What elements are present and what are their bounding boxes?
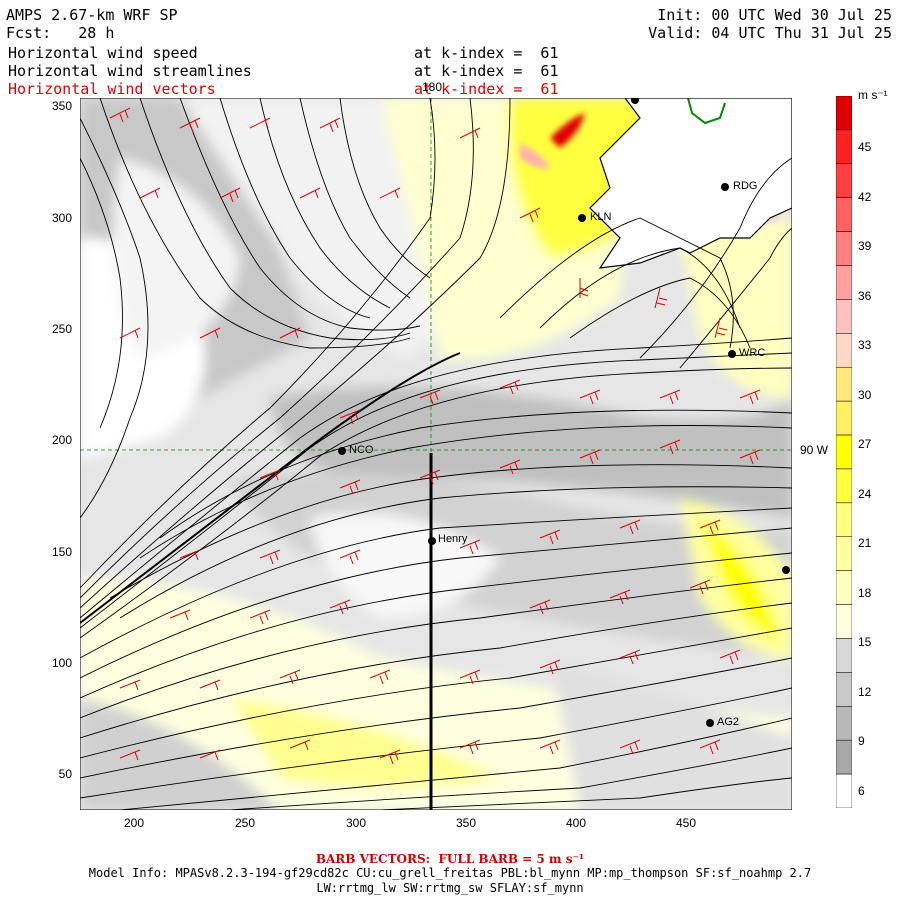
colorbar-tick: 33 [858,338,872,352]
colorbar-segment [836,502,852,538]
meridian-label: 180 [422,80,443,94]
streamlines [80,98,792,810]
colorbar-segment [836,570,852,605]
colorbar-tick: 39 [858,239,872,253]
station-label-rdg: RDG [733,180,758,192]
convergence-band [80,352,461,624]
colorbar-tick: 30 [858,387,872,402]
colorbar-segment [836,536,852,571]
parallel-label: 90 W [800,443,829,457]
colorbar-segment [836,400,852,436]
x-tick-350: 350 [455,816,477,830]
field-wind-speed-level: at k-index = 61 [414,44,559,62]
colorbar-segment [836,197,852,232]
y-tick-200: 200 [51,433,72,447]
colorbar-tick: 27 [858,437,872,451]
colorbar-segment [836,638,852,673]
colorbar-tick: 24 [858,486,872,501]
colorbar-segment [836,434,852,470]
colorbar-tick: 12 [858,684,872,699]
colorbar-segment [836,468,852,504]
station-label-nco: NCO [349,444,374,456]
y-tick-250: 250 [51,322,72,336]
colorbar-tick: 45 [858,140,872,154]
colorbar [836,96,852,808]
x-tick-400: 400 [565,816,587,830]
station-label-wrc: WRC [739,347,766,359]
colorbar-segment [836,773,852,808]
colorbar-segment [836,265,852,300]
colorbar-segment [836,672,852,707]
colorbar-segment [836,604,852,639]
colorbar-tick: 6 [858,783,865,798]
station-label-kln: KLN [590,211,612,223]
colorbar-segment [836,739,852,775]
x-tick-300: 300 [345,816,367,830]
y-tick-100: 100 [51,656,72,670]
model-info-line2: LW:rrtmg_lw SW:rrtmg_sw SFLAY:sf_mynn [316,881,584,895]
y-tick-350: 350 [51,99,72,113]
field-vectors: Horizontal wind vectors [8,80,216,98]
colorbar-segment [836,333,852,368]
colorbar-segment [836,366,852,402]
wind-speed-shading [80,98,792,810]
field-streamlines: Horizontal wind streamlines [8,62,252,80]
colorbar-tick: 21 [858,536,872,550]
colorbar-unit: m s⁻¹ [858,88,888,102]
x-tick-450: 450 [675,816,697,830]
station-dot-wrc [728,350,736,358]
colorbar-tick: 9 [858,734,865,748]
x-tick-200: 200 [123,816,145,830]
x-tick-250: 250 [234,816,256,830]
station-markers [338,98,790,727]
field-streamlines-level: at k-index = 61 [414,62,559,80]
colorbar-tick: 42 [858,189,872,204]
station-dot-ag2 [706,719,714,727]
colorbar-tick: 18 [858,585,872,600]
colorbar-tick: 36 [858,288,872,303]
forecast-hour: Fcst: 28 h [6,24,115,42]
barb-vectors-note: BARB VECTORS: FULL BARB = 5 m s⁻¹ [315,852,585,866]
y-tick-50: 50 [58,767,72,781]
wind-barbs [109,107,761,765]
station-dot-rdg [721,183,729,191]
field-vectors-level: at k-index = 61 [414,80,559,98]
valid-time: Valid: 04 UTC Thu 31 Jul 25 [648,24,892,42]
model-title: AMPS 2.67-km WRF SP [6,6,178,24]
colorbar-segment [836,299,852,334]
colorbar-segment [836,231,852,266]
colorbar-segment [836,163,852,198]
station-label-henry: Henry [438,533,468,545]
station-label-ag2: AG2 [717,716,740,728]
init-time: Init: 00 UTC Wed 30 Jul 25 [657,6,892,24]
y-tick-300: 300 [51,211,72,225]
green-contour [687,98,726,125]
field-wind-speed: Horizontal wind speed [8,44,198,62]
station-dot-henry [428,537,436,545]
colorbar-tick: 15 [858,635,872,649]
station-dot-kln [578,214,586,222]
colorbar-segment [836,706,852,741]
station-dot-east [782,566,790,574]
colorbar-segment [836,129,852,165]
station-dot-top [631,98,639,104]
y-tick-150: 150 [51,545,72,559]
station-dot-nco [338,447,346,455]
colorbar-segment [836,96,852,131]
model-info: Model Info: MPASv8.2.3-194-gf29cd82c CU:… [88,866,812,880]
map-plot [80,98,792,810]
